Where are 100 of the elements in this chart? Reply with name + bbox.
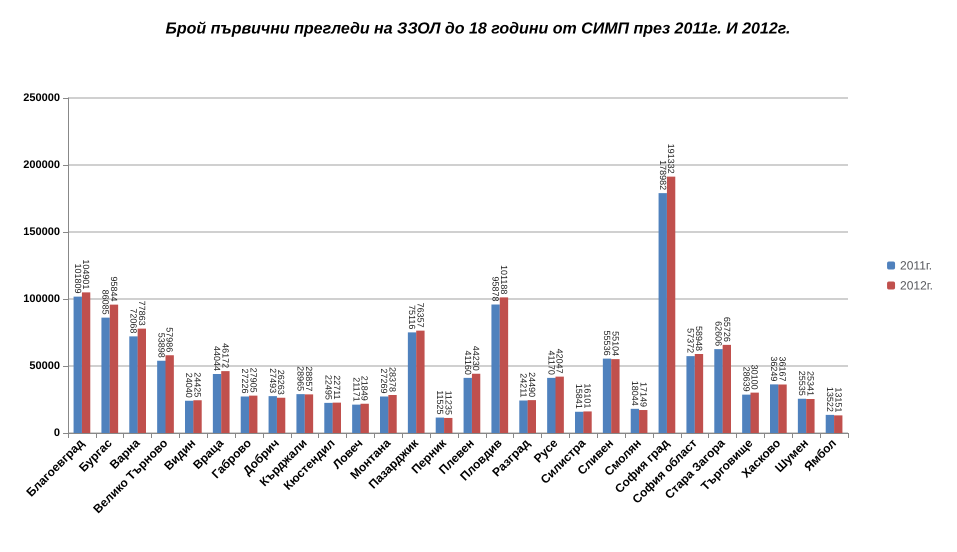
- data-label: 55104: [610, 331, 620, 356]
- data-label: 72068: [128, 308, 138, 334]
- data-label: 21171: [351, 377, 362, 402]
- data-label: 55536: [602, 330, 612, 356]
- bar: [834, 415, 842, 433]
- bar: [221, 371, 230, 433]
- data-label: 27493: [268, 368, 278, 394]
- bar: [129, 336, 138, 433]
- data-label: 28857: [304, 366, 314, 392]
- bar: [742, 394, 750, 433]
- bar: [304, 394, 314, 433]
- data-label: 77863: [136, 300, 147, 326]
- data-label: 11525: [434, 390, 445, 415]
- y-tick-label: 0: [54, 427, 60, 439]
- data-label: 30100: [750, 364, 760, 390]
- data-label: 62606: [713, 321, 724, 346]
- bar: [166, 355, 174, 433]
- data-label: 44044: [212, 346, 222, 371]
- data-label: 28378: [388, 366, 398, 392]
- data-label: 25535: [797, 370, 808, 396]
- bar: [352, 404, 360, 433]
- bar: [575, 412, 584, 433]
- data-label: 11235: [443, 390, 454, 415]
- bar: [380, 396, 388, 433]
- bar: [444, 418, 452, 433]
- bar: [138, 328, 146, 433]
- data-label: 13522: [824, 386, 835, 412]
- data-label: 27905: [248, 368, 258, 393]
- data-label: 41160: [462, 350, 473, 375]
- bar: [630, 408, 640, 433]
- data-label: 13151: [833, 387, 844, 412]
- bar: [388, 394, 397, 433]
- bar: [658, 193, 667, 433]
- legend-label: 2011г.: [900, 258, 932, 272]
- y-tick-label: 100000: [23, 293, 60, 305]
- data-label: 21849: [360, 376, 370, 401]
- data-label: 76357: [415, 302, 426, 328]
- data-label: 57986: [164, 327, 175, 352]
- data-label: 57372: [686, 328, 696, 354]
- bar: [806, 399, 815, 433]
- bar: [268, 396, 277, 433]
- data-label: 27269: [379, 368, 390, 394]
- bar: [750, 392, 759, 433]
- data-label: 101188: [498, 265, 509, 294]
- data-label: 178982: [658, 160, 668, 190]
- bar: [276, 398, 286, 433]
- y-tick-label: 200000: [23, 159, 60, 171]
- bar: [694, 354, 704, 433]
- data-label: 44230: [471, 346, 482, 371]
- bar: [157, 360, 166, 433]
- bar: [212, 374, 222, 433]
- y-tick-label: 50000: [29, 360, 60, 372]
- data-label: 41170: [546, 350, 556, 375]
- data-label: 16101: [582, 383, 593, 408]
- bar: [332, 402, 341, 433]
- data-label: 24425: [192, 372, 203, 398]
- bar: [185, 400, 194, 433]
- bar: [249, 396, 258, 433]
- data-label: 86085: [100, 290, 111, 315]
- bar: [360, 404, 369, 433]
- bar: [82, 292, 90, 433]
- data-label: 42047: [554, 348, 565, 374]
- data-label: 27226: [240, 368, 250, 394]
- bar: [686, 356, 695, 433]
- bar: [556, 376, 564, 433]
- bar: [110, 304, 118, 433]
- data-label: 53898: [156, 332, 166, 358]
- bar: [826, 414, 834, 433]
- y-tick-label: 250000: [23, 92, 60, 104]
- data-label: 191332: [666, 144, 676, 174]
- bar: [528, 400, 536, 433]
- y-tick-label: 150000: [23, 226, 60, 238]
- data-label: 28965: [296, 366, 306, 392]
- bar: [583, 411, 592, 433]
- bar: [547, 378, 556, 433]
- bar: [770, 384, 778, 433]
- data-label: 22495: [323, 374, 334, 400]
- data-label: 28639: [741, 366, 752, 392]
- data-label: 24211: [518, 373, 528, 398]
- data-label: 26263: [276, 370, 286, 395]
- data-label: 65726: [722, 316, 732, 342]
- data-label: 36167: [778, 356, 788, 382]
- data-label: 46172: [220, 343, 230, 368]
- bar: [464, 378, 472, 433]
- data-label: 95844: [108, 276, 119, 302]
- bar: [436, 418, 444, 433]
- data-label: 36249: [769, 356, 780, 382]
- bar: [74, 296, 82, 433]
- bar: [472, 374, 480, 433]
- data-label: 101809: [72, 264, 83, 294]
- bar: [408, 332, 416, 433]
- chart-title: Брой първични прегледи на ЗЗОЛ до 18 години от СИМП през 2011г. И 2012г.: [166, 20, 790, 38]
- bar: [324, 402, 333, 433]
- data-label: 75116: [407, 304, 418, 330]
- data-label: 18044: [630, 380, 640, 406]
- bar: [722, 344, 731, 433]
- data-label: 58948: [694, 326, 704, 352]
- bar: [778, 384, 787, 433]
- bar: [491, 304, 500, 433]
- bar: [666, 176, 676, 433]
